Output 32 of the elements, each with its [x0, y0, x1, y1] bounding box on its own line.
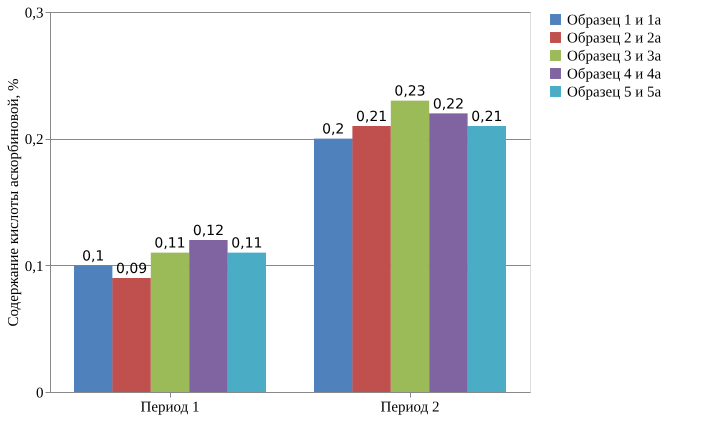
bar: [429, 113, 468, 392]
y-axis-title: Содержание кислоты аскорбиновой, %: [6, 78, 22, 327]
data-label: 0,23: [394, 84, 426, 100]
legend-label: Образец 2 и 2а: [567, 30, 662, 46]
data-label: 0,2: [322, 122, 344, 138]
y-tick-label: 0,3: [24, 6, 44, 22]
legend-label: Образец 1 и 1а: [567, 12, 662, 28]
bar: [112, 278, 151, 392]
data-label: 0,22: [432, 96, 464, 112]
x-tick-label: Период 2: [380, 400, 440, 416]
bar: [468, 126, 506, 392]
bar: [314, 138, 352, 392]
x-tick-label: Период 1: [140, 400, 200, 416]
legend-label: Образец 5 и 5а: [567, 84, 662, 100]
y-tick-label: 0,2: [24, 132, 44, 148]
data-label: 0,09: [116, 261, 148, 277]
legend-label: Образец 3 и 3а: [567, 48, 662, 64]
y-tick-label: 0,1: [24, 258, 44, 275]
bar: [390, 100, 430, 392]
data-label: 0,21: [471, 109, 502, 125]
data-label: 0,11: [154, 236, 186, 252]
bar: [74, 265, 112, 392]
data-label: 0,21: [356, 109, 388, 125]
legend-label: Образец 4 и 4а: [567, 66, 662, 82]
data-label: 0,11: [231, 236, 262, 252]
bar: [150, 252, 190, 392]
data-label: 0,1: [82, 248, 104, 264]
y-tick-label: 0: [36, 386, 44, 402]
bar: [352, 126, 391, 392]
bar: [189, 240, 228, 392]
bar: [228, 252, 266, 392]
data-label: 0,12: [192, 223, 224, 239]
